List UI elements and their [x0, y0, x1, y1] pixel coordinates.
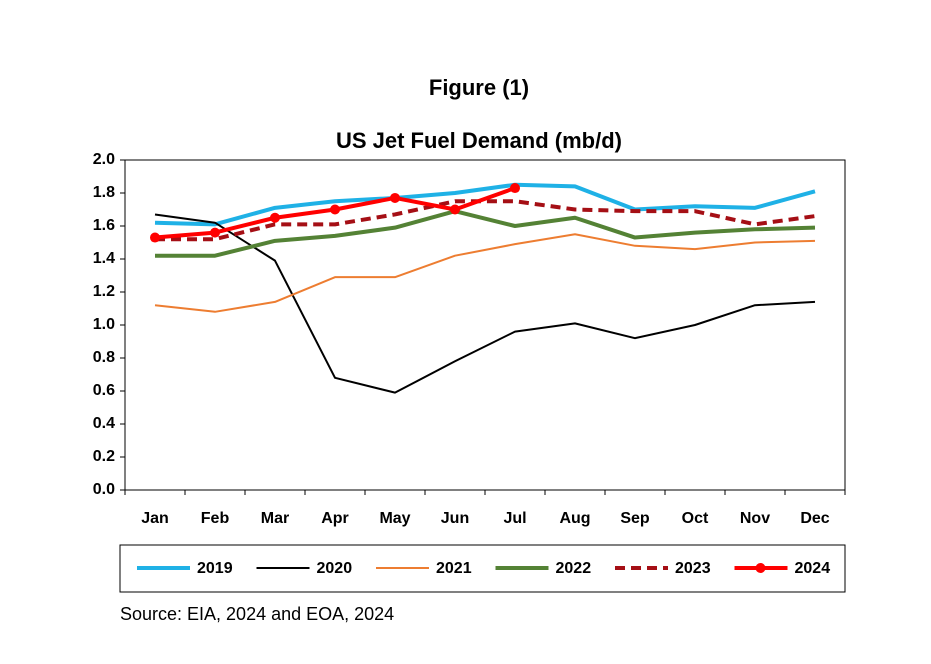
series-marker	[390, 192, 400, 203]
legend-label: 2019	[197, 560, 233, 577]
legend-marker	[755, 563, 766, 573]
y-tick-label: 0.2	[93, 448, 115, 465]
x-tick-label: Oct	[682, 510, 709, 527]
legend-box	[119, 544, 846, 593]
x-tick-label: Jun	[441, 510, 469, 527]
plot-area	[124, 159, 846, 491]
legend-label: 2020	[317, 560, 353, 577]
series-marker	[330, 204, 340, 215]
legend-label: 2021	[436, 560, 472, 577]
y-tick-label: 0.6	[93, 382, 115, 399]
source-note: Source: EIA, 2024 and EOA, 2024	[120, 604, 394, 624]
x-tick-label: Aug	[559, 510, 590, 527]
series-marker	[450, 204, 460, 215]
y-tick-label: 1.2	[93, 283, 115, 300]
x-tick-label: Apr	[321, 510, 349, 527]
legend-label: 2023	[675, 560, 711, 577]
x-tick-label: Jul	[503, 510, 526, 527]
series-line	[155, 209, 816, 258]
x-tick-label: Jan	[141, 510, 169, 527]
y-tick-label: 2.0	[93, 151, 115, 168]
x-tick-label: Feb	[201, 510, 230, 527]
y-tick-label: 0.4	[93, 415, 115, 432]
y-tick-label: 0.8	[93, 349, 115, 366]
series-marker	[270, 212, 280, 223]
x-tick-label: Mar	[261, 510, 289, 527]
legend-label: 2024	[795, 560, 831, 577]
series-line	[154, 182, 816, 227]
series-marker	[150, 232, 160, 243]
series-marker	[210, 227, 220, 238]
x-tick-label: Sep	[620, 510, 650, 527]
y-tick-label: 1.0	[93, 316, 115, 333]
series-line	[154, 233, 816, 313]
series-marker	[510, 183, 520, 194]
chart-title: Figure (1)	[429, 75, 529, 100]
chart-subtitle: US Jet Fuel Demand (mb/d)	[336, 128, 622, 153]
y-tick-label: 0.0	[93, 481, 115, 498]
series-line	[154, 213, 816, 394]
x-tick-label: Nov	[740, 510, 770, 527]
y-tick-label: 1.4	[93, 250, 115, 267]
y-tick-label: 1.6	[93, 217, 115, 234]
legend-label: 2022	[556, 560, 592, 577]
x-tick-label: May	[379, 510, 410, 527]
x-tick-label: Dec	[800, 510, 829, 527]
y-tick-label: 1.8	[93, 184, 115, 201]
